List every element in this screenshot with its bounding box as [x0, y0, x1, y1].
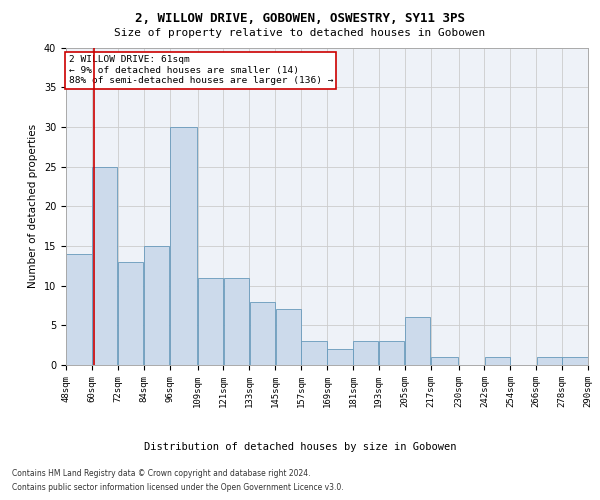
Text: 2, WILLOW DRIVE, GOBOWEN, OSWESTRY, SY11 3PS: 2, WILLOW DRIVE, GOBOWEN, OSWESTRY, SY11…	[135, 12, 465, 26]
Text: Contains public sector information licensed under the Open Government Licence v3: Contains public sector information licen…	[12, 484, 344, 492]
Text: 2 WILLOW DRIVE: 61sqm
← 9% of detached houses are smaller (14)
88% of semi-detac: 2 WILLOW DRIVE: 61sqm ← 9% of detached h…	[68, 56, 333, 85]
Bar	[250, 302, 275, 365]
Text: Contains HM Land Registry data © Crown copyright and database right 2024.: Contains HM Land Registry data © Crown c…	[12, 468, 311, 477]
Bar	[485, 357, 510, 365]
Bar	[144, 246, 169, 365]
Bar	[353, 341, 379, 365]
Bar	[405, 318, 430, 365]
Text: Distribution of detached houses by size in Gobowen: Distribution of detached houses by size …	[144, 442, 456, 452]
Bar	[67, 254, 92, 365]
Bar	[536, 357, 562, 365]
Y-axis label: Number of detached properties: Number of detached properties	[28, 124, 38, 288]
Bar	[118, 262, 143, 365]
Bar	[328, 349, 353, 365]
Bar	[198, 278, 223, 365]
Bar	[224, 278, 249, 365]
Bar	[562, 357, 587, 365]
Bar	[301, 341, 326, 365]
Bar	[275, 310, 301, 365]
Bar	[92, 166, 118, 365]
Bar	[170, 127, 197, 365]
Bar	[431, 357, 458, 365]
Bar	[379, 341, 404, 365]
Text: Size of property relative to detached houses in Gobowen: Size of property relative to detached ho…	[115, 28, 485, 38]
